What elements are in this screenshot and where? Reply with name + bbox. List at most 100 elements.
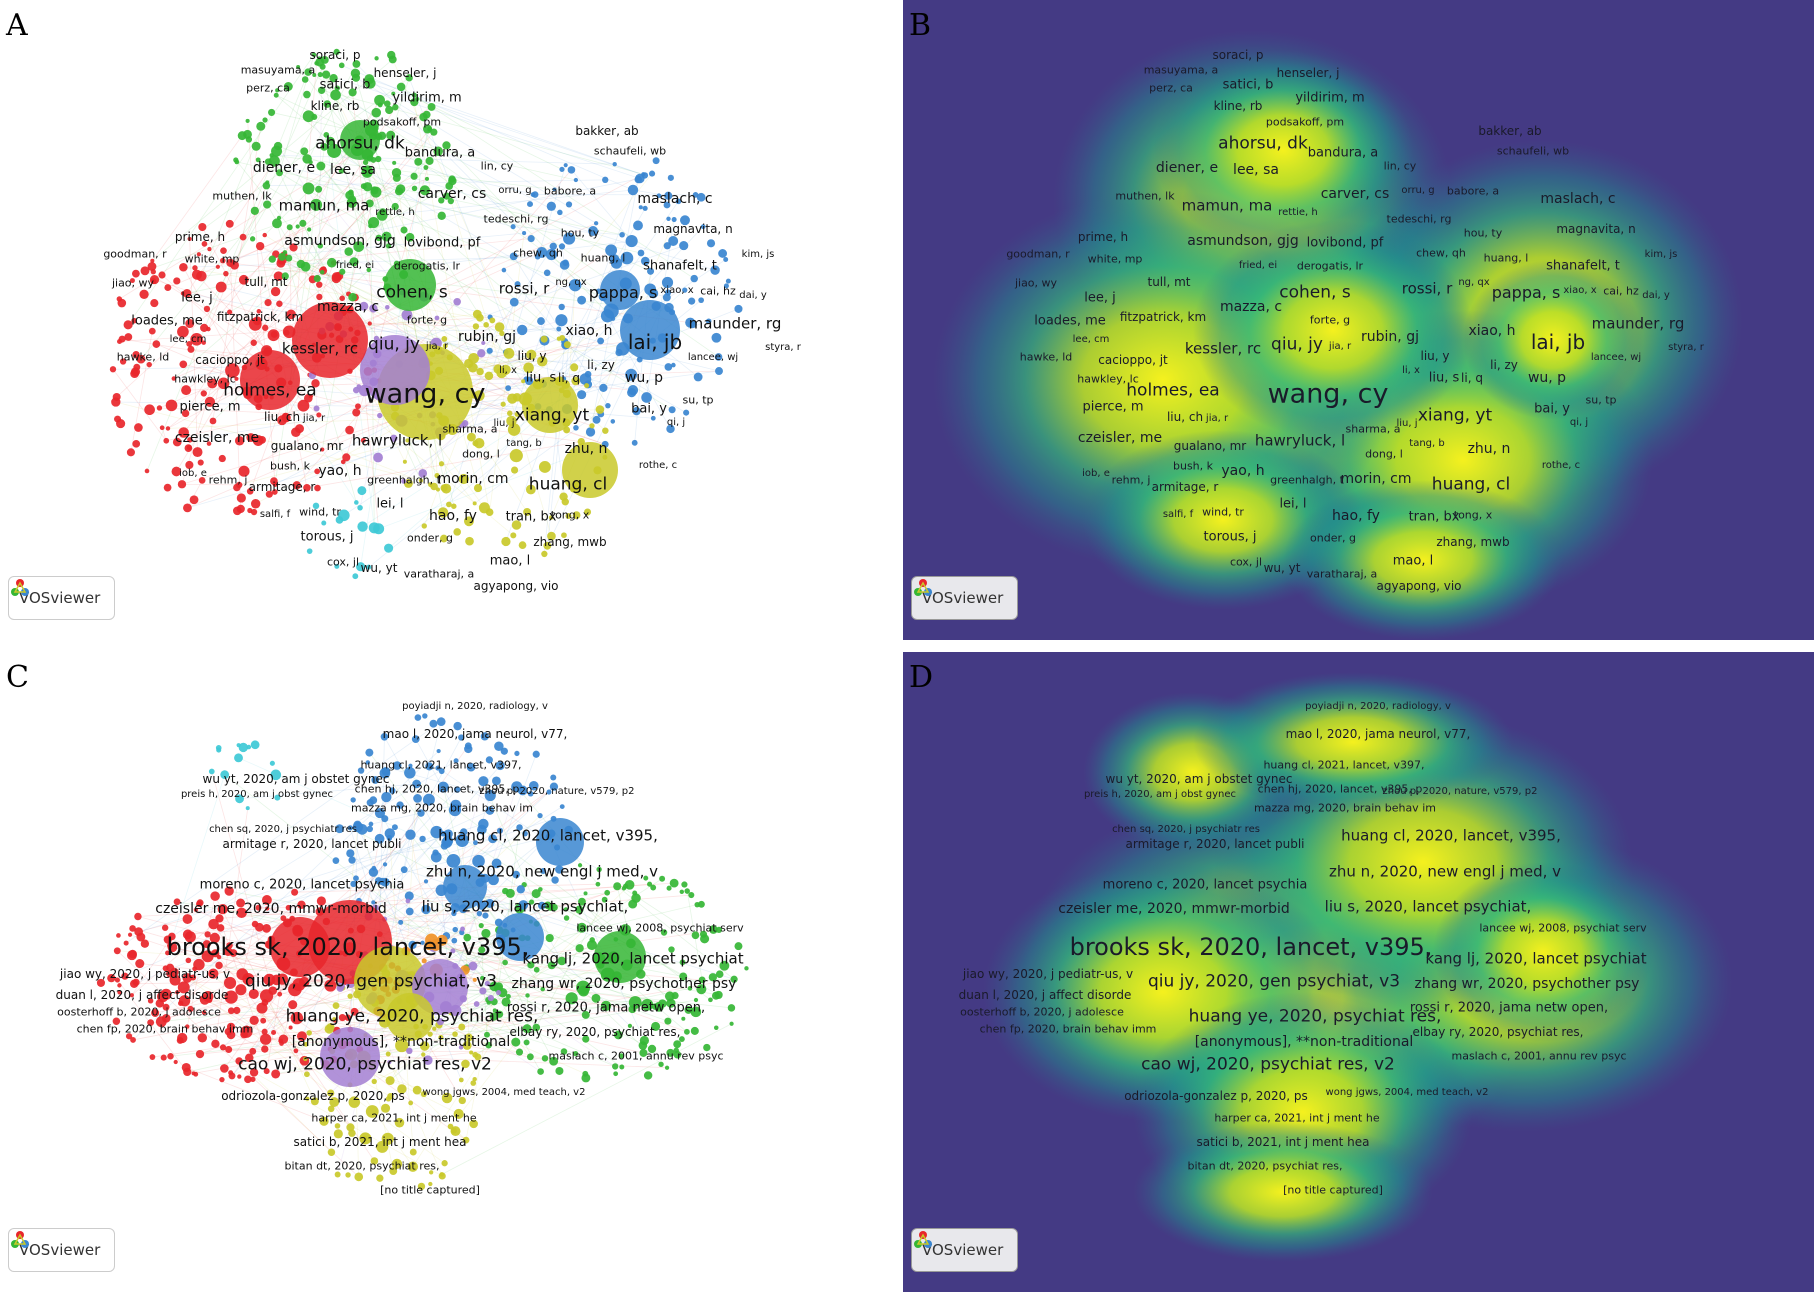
node <box>155 999 165 1008</box>
node <box>613 1071 619 1077</box>
edge <box>183 256 538 268</box>
node <box>500 364 511 375</box>
vosviewer-badge[interactable]: VOSviewer <box>911 1228 1019 1272</box>
node <box>117 338 123 345</box>
node <box>362 159 369 166</box>
node <box>579 373 592 385</box>
node <box>483 322 489 328</box>
node <box>262 232 267 238</box>
node-label: huang, l <box>580 251 626 265</box>
node <box>440 842 449 850</box>
node <box>440 484 448 492</box>
node <box>314 468 321 475</box>
node <box>533 966 540 973</box>
node-label: cao wj, 2020, psychiat res, v2 <box>1141 1054 1395 1075</box>
node <box>182 914 193 924</box>
node-label: torous, j <box>300 529 354 545</box>
node <box>238 465 250 477</box>
node-label: agyapong, vio <box>473 579 559 593</box>
node <box>637 249 645 257</box>
vosviewer-badge[interactable]: VOSviewer <box>8 576 116 620</box>
node <box>668 946 675 953</box>
node <box>500 401 506 407</box>
node <box>117 983 122 988</box>
node <box>450 948 456 954</box>
node <box>278 252 286 261</box>
node <box>332 857 340 864</box>
node <box>681 881 688 888</box>
edge <box>278 63 357 219</box>
node-label: podsakoff, pm <box>362 115 442 129</box>
node <box>525 484 536 495</box>
vosviewer-badge[interactable]: VOSviewer <box>911 576 1019 620</box>
node-label: white, mp <box>184 252 240 266</box>
node <box>549 782 559 791</box>
edge <box>423 296 568 395</box>
node <box>144 468 150 474</box>
node-label: jiao, wy <box>1014 276 1058 290</box>
edge <box>362 340 654 527</box>
node <box>493 364 503 374</box>
node <box>698 976 706 984</box>
edge <box>374 964 601 1082</box>
density-map <box>933 30 1743 640</box>
node-label: bakker, ab <box>575 124 639 138</box>
node <box>528 780 539 791</box>
node <box>421 523 427 529</box>
node-label: mao, l <box>489 553 531 569</box>
node-label: huang, cl <box>528 474 608 495</box>
edge <box>212 269 370 422</box>
node <box>571 376 581 386</box>
node <box>671 362 676 368</box>
network-graph <box>109 48 743 580</box>
node <box>334 1123 341 1129</box>
node <box>438 768 445 775</box>
node-label: torous, j <box>1203 529 1257 545</box>
node <box>240 1030 248 1039</box>
node-label: lancee, wj <box>687 352 739 363</box>
node <box>526 1053 534 1061</box>
edge <box>167 774 226 954</box>
node-label: maslach c, 2001, annu rev psyc <box>1451 1049 1627 1063</box>
node <box>723 283 729 289</box>
node <box>288 1000 298 1010</box>
node-label: masuyama, a <box>1143 63 1219 77</box>
node-label: maunder, rg <box>688 314 782 333</box>
node <box>472 440 479 447</box>
node <box>651 1003 659 1010</box>
node <box>238 742 248 753</box>
edge <box>379 915 486 935</box>
vosviewer-badge[interactable]: VOSviewer <box>8 1228 116 1272</box>
edge <box>130 331 153 453</box>
node <box>451 503 457 509</box>
node-label: huang, l <box>1483 251 1529 265</box>
node-label: lee, j <box>181 290 213 306</box>
edge <box>189 77 410 240</box>
density-blob <box>1133 1122 1433 1262</box>
node <box>485 756 493 764</box>
node-label: rossi r, 2020, jama netw open, <box>1409 1000 1609 1016</box>
edge <box>271 112 576 181</box>
node <box>196 252 201 257</box>
node <box>577 863 583 868</box>
node <box>697 900 705 908</box>
node <box>352 386 360 394</box>
node <box>163 483 172 492</box>
node-label: onder, g <box>407 531 453 545</box>
node-label: zhang, mwb <box>533 535 607 549</box>
node-label: wind, tr <box>299 505 341 519</box>
node <box>285 254 293 262</box>
node-label: lee, sa <box>330 162 376 178</box>
node <box>725 278 731 284</box>
node <box>295 224 300 229</box>
node <box>185 319 195 329</box>
node <box>412 1085 422 1095</box>
node <box>288 1025 293 1030</box>
node <box>296 65 301 70</box>
node <box>288 982 302 997</box>
node <box>461 1059 470 1069</box>
node-label: styra, r <box>765 342 801 353</box>
node <box>224 990 238 1004</box>
node <box>438 461 445 467</box>
vosviewer-logo-icon <box>11 579 29 596</box>
